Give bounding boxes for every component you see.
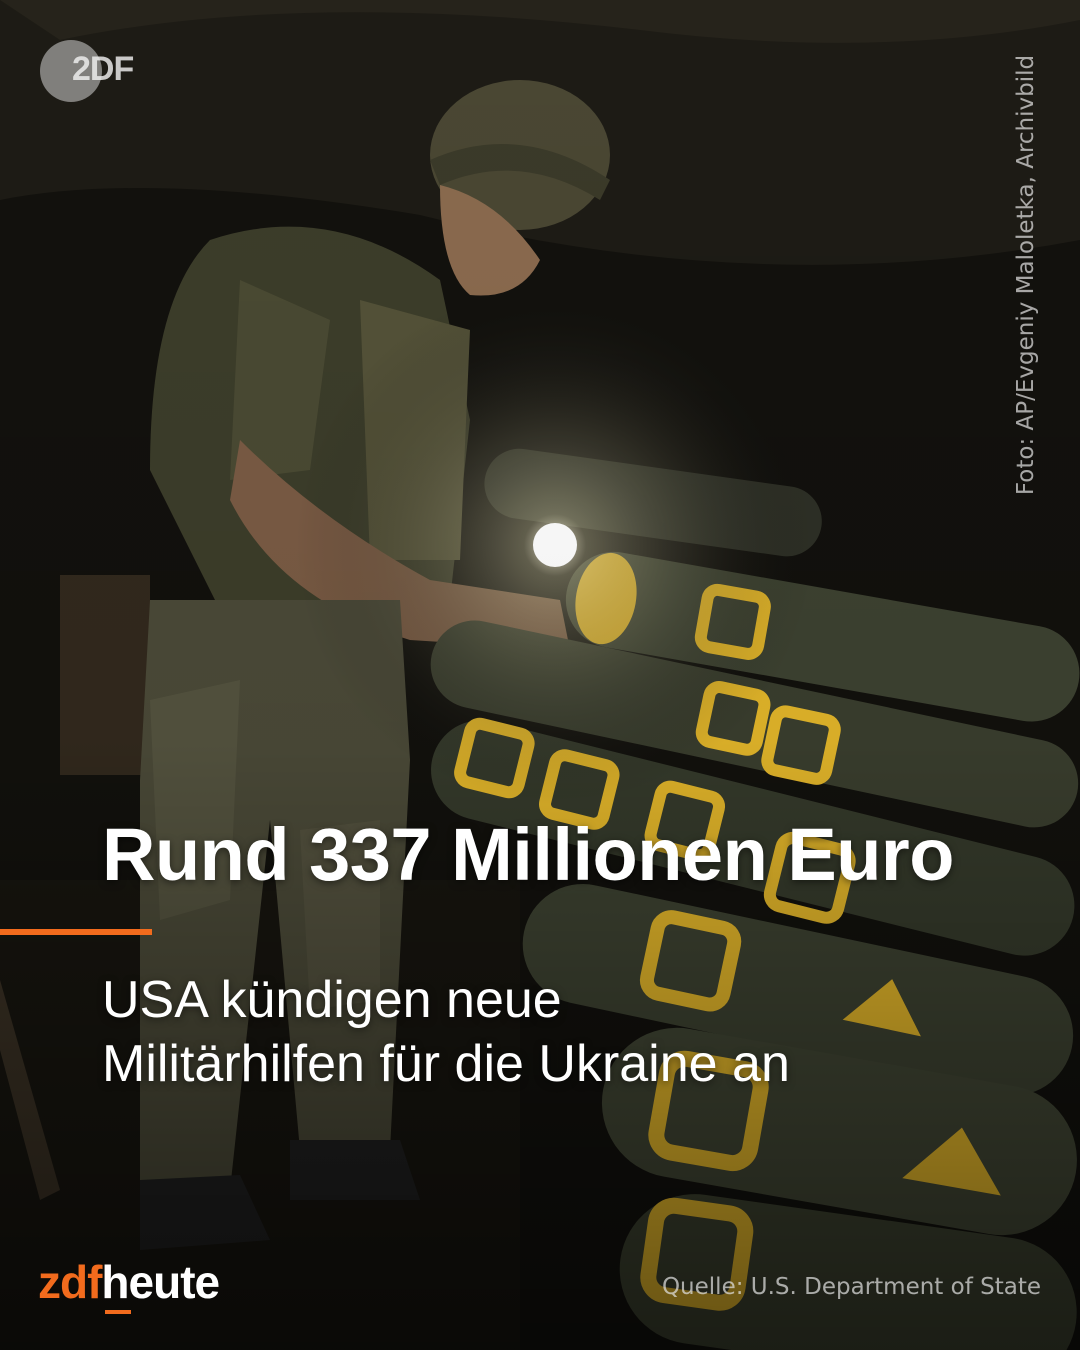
source-caption: Quelle: U.S. Department of State [661, 1274, 1041, 1300]
brand-zdf: zdf [38, 1256, 102, 1308]
headline: Rund 337 Millionen Euro [102, 813, 954, 896]
brand-heute: heute [101, 1256, 220, 1308]
zdf-logo-text: 2DF [72, 50, 134, 88]
zdf-logo-icon [40, 40, 102, 102]
subline-line-2: Militärhilfen für die Ukraine an [102, 1035, 790, 1093]
photo-credit: Foto: AP/Evgeniy Maloletka, Archivbild [1013, 54, 1039, 496]
accent-divider [0, 929, 152, 935]
zdfheute-logo: zdfheute [38, 1255, 220, 1309]
subline-line-1: USA kündigen neue [102, 971, 562, 1029]
subline: USA kündigen neue Militärhilfen für die … [102, 968, 790, 1096]
